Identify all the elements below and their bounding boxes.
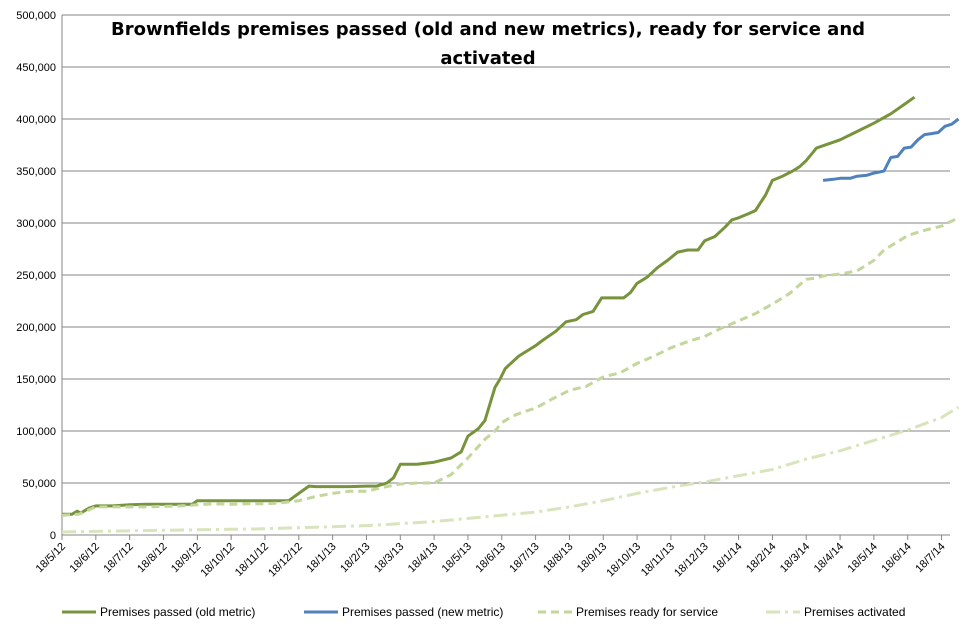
series-line-2 [822,117,960,182]
y-tick-label: 250,000 [16,270,56,282]
x-tick-label: 18/6/14 [879,541,913,575]
y-tick-label: 500,000 [16,10,56,22]
x-tick-label: 18/5/14 [846,541,880,575]
x-tick-label: 18/5/12 [34,541,68,575]
y-tick-label: 50,000 [22,478,56,490]
x-tick-label: 18/2/14 [744,541,778,575]
x-tick-label: 18/7/13 [507,541,541,575]
x-tick-label: 18/11/13 [639,541,677,579]
x-tick-label: 18/4/13 [406,541,440,575]
y-tick-label: 450,000 [16,62,56,74]
x-tick-label: 18/7/14 [913,541,947,575]
legend: Premises passed (old metric) Premises pas… [62,605,905,619]
y-tick-label: 0 [50,530,56,542]
grid [62,14,950,536]
y-tick-label: 350,000 [16,166,56,178]
chart-title-line-2: activated [440,48,535,69]
x-tick-label: 18/1/13 [304,541,338,575]
x-tick-label: 18/12/12 [266,541,305,580]
y-tick-label: 150,000 [16,374,56,386]
series-line-4 [61,405,960,534]
legend-label: Premises activated [804,605,905,619]
chart-title-line-1: Brownfields premises passed (old and new… [111,19,865,40]
legend-label: Premises ready for service [576,605,718,619]
y-tick-label: 300,000 [16,218,56,230]
x-tick-label: 18/5/13 [440,541,474,575]
x-tick-label: 18/10/12 [198,541,237,580]
x-tick-label: 18/8/12 [135,541,169,575]
axes: 0 50,000 100,000 150,000 200,000 250,000 300,0… [16,10,950,579]
x-tick-label: 18/11/12 [233,541,271,579]
series-line-1 [62,95,916,516]
x-tick-label: 18/3/14 [778,541,812,575]
x-tick-label: 18/2/13 [338,541,372,575]
legend-label: Premises passed (old metric) [100,605,255,619]
x-tick-label: 18/6/12 [68,541,102,575]
x-tick-label: 18/3/13 [372,541,406,575]
series-line-3 [61,216,960,517]
y-tick-label: 100,000 [16,426,56,438]
legend-label: Premises passed (new metric) [342,605,503,619]
x-tick-label: 18/6/13 [473,541,507,575]
x-tick-label: 18/12/13 [672,541,711,580]
x-tick-label: 18/4/14 [812,541,846,575]
x-tick-label: 18/1/14 [710,541,744,575]
y-tick-label: 200,000 [16,322,56,334]
y-tick-label: 400,000 [16,114,56,126]
x-tick-label: 18/8/13 [541,541,575,575]
series-lines [61,95,960,534]
x-tick-label: 18/10/13 [604,541,643,580]
x-tick-label: 18/7/12 [101,541,135,575]
